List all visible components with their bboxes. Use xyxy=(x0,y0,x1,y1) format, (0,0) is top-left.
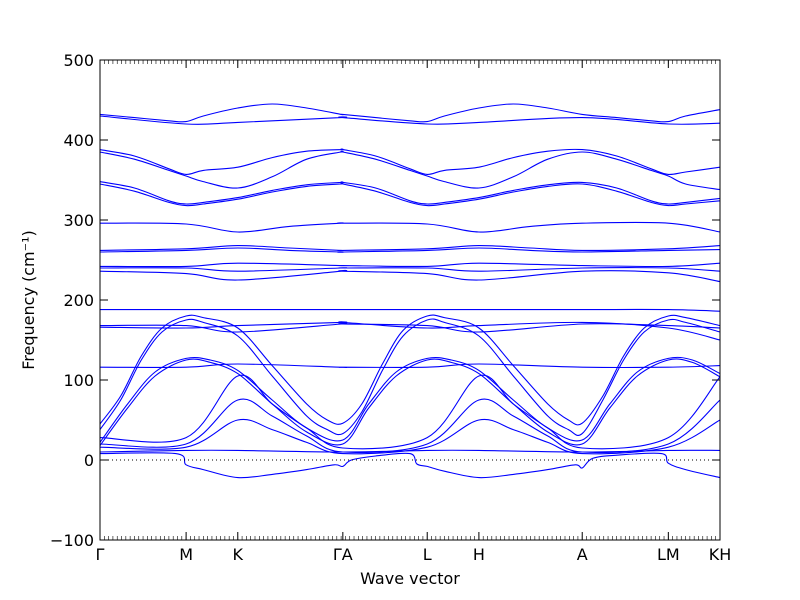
band-series-24 xyxy=(99,449,721,453)
band-series-10 xyxy=(99,262,721,268)
band-series-2 xyxy=(99,115,721,125)
y-axis-label: Frequency (cm⁻¹) xyxy=(19,230,38,369)
band-series-20 xyxy=(99,358,721,446)
band-series-7 xyxy=(99,221,721,233)
kpoint-label: H xyxy=(473,545,485,564)
y-tick-label: −100 xyxy=(50,531,94,550)
band-series-6 xyxy=(99,182,721,207)
kpoint-label: Γ xyxy=(96,545,105,564)
band-series-23 xyxy=(99,418,721,455)
kpoint-label: KH xyxy=(709,545,732,564)
band-series-3 xyxy=(99,148,721,176)
band-series-8 xyxy=(99,245,721,252)
y-tick-label: 400 xyxy=(63,131,94,150)
band-series-22 xyxy=(99,398,721,454)
y-tick-label: 200 xyxy=(63,291,94,310)
band-series-12 xyxy=(99,269,721,283)
band-series-25 xyxy=(99,452,721,479)
band-series-18 xyxy=(99,318,721,436)
band-lines xyxy=(99,103,721,479)
y-axis-ticks: −100 0 100 200 300 400 500 xyxy=(50,51,720,550)
band-series-13 xyxy=(99,308,721,312)
y-tick-label: 300 xyxy=(63,211,94,230)
band-series-11 xyxy=(99,267,721,272)
x-axis-label: Wave vector xyxy=(360,569,460,588)
kpoint-label: K xyxy=(233,545,244,564)
band-series-1 xyxy=(99,103,721,123)
band-series-9 xyxy=(99,247,721,253)
y-tick-label: 500 xyxy=(63,51,94,70)
y-tick-label: 0 xyxy=(84,451,94,470)
kpoint-label: ΓA xyxy=(333,545,353,564)
band-series-17 xyxy=(99,314,721,426)
band-series-15 xyxy=(99,321,721,341)
x-axis-ticks: Γ M K ΓA L H A LM KH xyxy=(96,60,732,564)
band-series-21 xyxy=(99,374,721,450)
y-tick-label: 100 xyxy=(63,371,94,390)
band-series-19 xyxy=(99,356,721,443)
band-series-4 xyxy=(99,150,721,191)
kpoint-label: L xyxy=(423,545,432,564)
kpoint-label: M xyxy=(179,545,193,564)
plot-frame xyxy=(99,59,721,541)
kpoint-label: A xyxy=(577,545,588,564)
kpoint-label: LM xyxy=(657,545,680,564)
band-series-5 xyxy=(99,181,721,205)
